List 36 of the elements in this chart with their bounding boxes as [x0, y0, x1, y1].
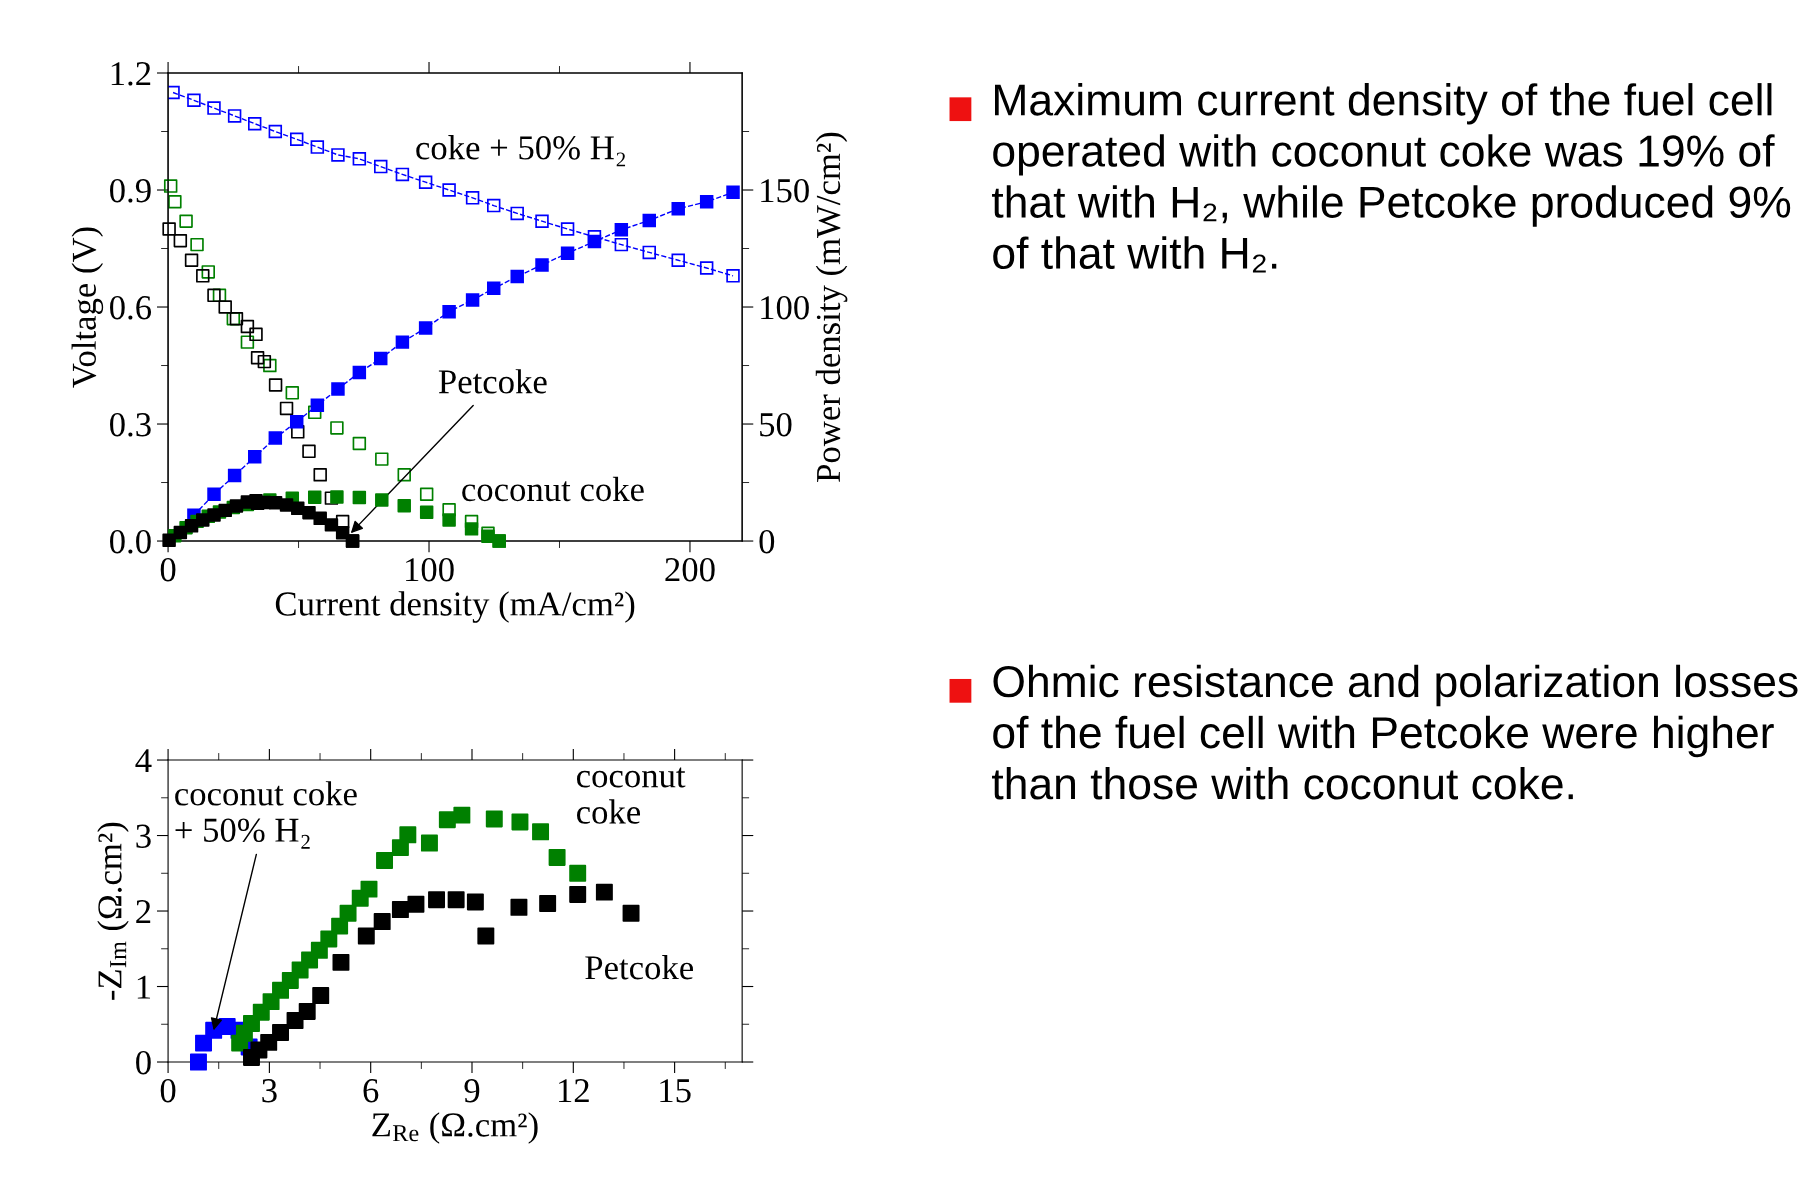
- y-tick-label: 0: [136, 1050, 151, 1075]
- x-axis-title: Z$_{Re}$ (Ω.cm²): [372, 1112, 538, 1144]
- annotation: Petcoke: [585, 955, 693, 980]
- y-axis-title: -Z$_{Im}$ (Ω.cm²): [97, 822, 129, 1000]
- annotation: Petcoke: [438, 369, 547, 394]
- x-tick-label: 100: [406, 558, 454, 582]
- y-tick-label: 0.0: [110, 529, 151, 554]
- annotation: coconut coke: [462, 476, 644, 502]
- x-tick-label: 0: [160, 558, 176, 582]
- y2-tick-label: 100: [761, 295, 809, 320]
- x-tick-label: 12: [559, 1079, 589, 1103]
- text: Ohmic resistance and polarization losses of the fuel cell with Petcoke were higher than those with coconut coke.: [992, 664, 1798, 800]
- x-axis-title: Current density (mA/cm²): [275, 591, 635, 623]
- x-tick-label: 0: [160, 1078, 176, 1103]
- annotation: coconut coke + 50% H₂: [175, 781, 357, 849]
- y2-tick-label: 150: [761, 178, 809, 203]
- y-tick-label: 0.9: [110, 178, 151, 203]
- y-tick-label: 1: [137, 975, 151, 999]
- y-axis-title: Voltage (V): [71, 227, 104, 388]
- x-tick-label: 200: [665, 558, 715, 582]
- y2-tick-label: 50: [760, 412, 792, 437]
- y-tick-label: 0.6: [110, 295, 152, 320]
- y-tick-label: 4: [135, 749, 152, 773]
- x-tick-label: 6: [363, 1079, 379, 1103]
- x-tick-label: 9: [464, 1079, 480, 1103]
- annotation: coke + 50% H₂: [416, 135, 626, 167]
- x-tick-label: 15: [660, 1079, 691, 1103]
- y-tick-label: 1.2: [111, 62, 151, 86]
- annotation: coconut coke: [576, 767, 686, 824]
- x-tick-label: 3: [262, 1079, 277, 1103]
- y-tick-label: 0.3: [110, 412, 151, 437]
- y2-axis-title: Power density (mW/cm²): [815, 132, 848, 482]
- y-tick-label: 2: [136, 900, 151, 924]
- text: Maximum current density of the fuel cell operated with coconut coke was 19% of that with H₂, while Petcoke produced 9% of that with H₂.: [992, 83, 1791, 273]
- y-tick-label: 3: [136, 824, 151, 848]
- y2-tick-label: 0: [759, 529, 775, 554]
